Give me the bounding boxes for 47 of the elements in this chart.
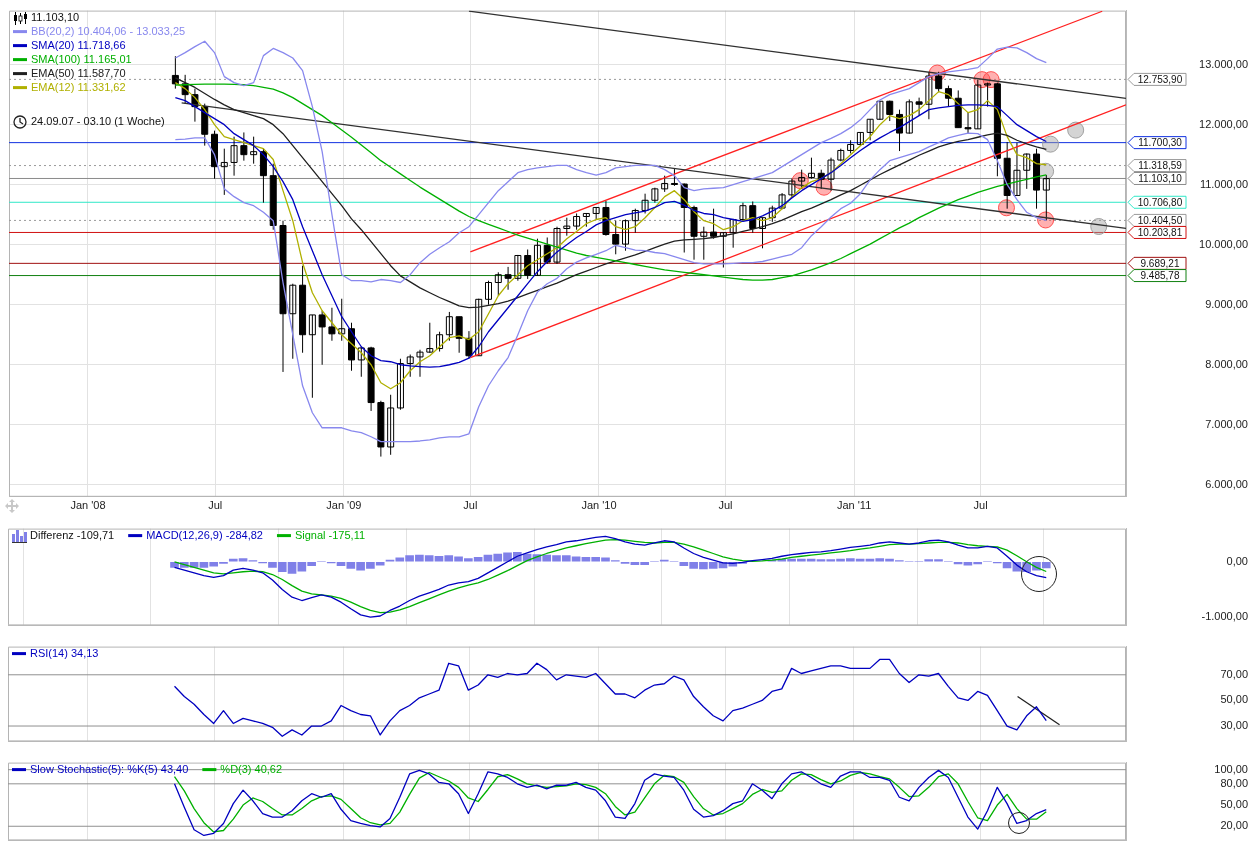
y-tick-label: 0,00	[1226, 554, 1248, 567]
ref-line-label: 9.485,78	[1140, 269, 1180, 281]
y-tick-label: 10.000,00	[1199, 237, 1248, 250]
y-tick-label: -1.000,00	[1201, 610, 1248, 623]
x-tick-label: Jul	[208, 499, 223, 512]
legend-label: RSI(14) 34,13	[30, 646, 99, 659]
y-tick-label: 6.000,00	[1205, 477, 1248, 490]
y-tick-label: 8.000,00	[1205, 357, 1248, 370]
x-tick-label: Jul	[463, 499, 478, 512]
y-tick-label: 9.000,00	[1205, 297, 1248, 310]
legend-label: Signal -175,11	[294, 528, 366, 541]
y-tick-label: 100,00	[1214, 762, 1248, 775]
legend-label: BB(20,2) 10.404,06 - 13.033,25	[31, 24, 186, 37]
y-tick-label: 30,00	[1220, 719, 1248, 732]
ref-line-label: 10.706,80	[1137, 196, 1183, 208]
ref-line-label: 11.103,10	[1138, 172, 1183, 184]
x-tick-label: Jul	[973, 499, 988, 512]
ref-line-label: 10.203,81	[1137, 226, 1183, 238]
legend-label: 11.103,10	[31, 10, 80, 23]
y-tick-label: 70,00	[1220, 667, 1248, 680]
x-tick-label: Jan '08	[70, 499, 106, 512]
x-tick-label: Jan '10	[581, 499, 617, 512]
ref-line-label: 9.689,21	[1140, 257, 1180, 269]
y-tick-label: 50,00	[1220, 798, 1248, 811]
legend-label: SMA(100) 11.165,01	[31, 52, 132, 65]
y-tick-label: 7.000,00	[1205, 417, 1248, 430]
x-tick-label: Jan '09	[326, 499, 362, 512]
y-tick-label: 20,00	[1220, 819, 1248, 832]
x-tick-label: Jan '11	[836, 499, 872, 512]
y-tick-label: 12.000,00	[1199, 117, 1248, 130]
y-tick-label: 80,00	[1220, 776, 1248, 789]
legend-label: EMA(12) 11.331,62	[31, 80, 126, 93]
ref-line-label: 11.700,30	[1138, 136, 1183, 148]
legend-label: %D(3) 40,62	[220, 762, 283, 775]
legend-label: MACD(12,26,9) -284,82	[146, 528, 263, 541]
legend-label: EMA(50) 11.587,70	[31, 66, 126, 79]
x-tick-label: Jul	[718, 499, 733, 512]
legend-label: Slow Stochastic(5): %K(5) 43,40	[30, 762, 189, 775]
ref-line-label: 10.404,50	[1137, 214, 1183, 226]
y-tick-label: 11.000,00	[1199, 177, 1248, 190]
y-tick-label: 50,00	[1220, 693, 1248, 706]
annotation: 24.09.07 - 03.10 (1 Woche)	[31, 114, 165, 127]
ref-line-label: 11.318,59	[1138, 159, 1183, 171]
y-tick-label: 13.000,00	[1199, 57, 1248, 70]
ref-line-label: 12.753,90	[1137, 73, 1183, 85]
legend-label: SMA(20) 11.718,66	[31, 38, 126, 51]
legend-label: Differenz -109,71	[30, 528, 115, 541]
